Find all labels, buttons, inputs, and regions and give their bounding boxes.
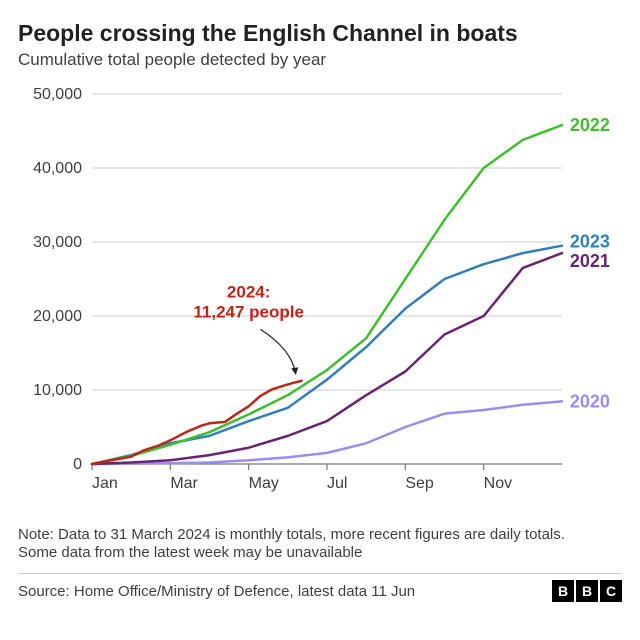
svg-text:Jul: Jul (327, 475, 347, 492)
series-2020 (92, 401, 562, 464)
svg-text:40,000: 40,000 (33, 160, 82, 177)
svg-text:Nov: Nov (484, 475, 512, 492)
note-line-1: Note: Data to 31 March 2024 is monthly t… (18, 526, 565, 543)
note-line-2: Some data from the latest week may be un… (18, 544, 362, 561)
chart-note: Note: Data to 31 March 2024 is monthly t… (18, 526, 622, 564)
svg-text:Sep: Sep (405, 475, 434, 492)
bbc-logo-box: B (576, 580, 598, 602)
svg-text:May: May (249, 475, 279, 492)
svg-text:0: 0 (73, 456, 82, 473)
svg-text:2022: 2022 (570, 115, 610, 135)
source-text: Source: Home Office/Ministry of Defence,… (18, 583, 415, 600)
svg-text:11,247 people: 11,247 people (193, 302, 304, 321)
chart-title: People crossing the English Channel in b… (18, 20, 622, 48)
chart-subtitle: Cumulative total people detected by year (18, 50, 622, 70)
chart-area: 0 10,000 20,000 30,000 40,000 50,000 Jan Mar May… (18, 78, 622, 518)
series-2024 (92, 380, 302, 463)
svg-text:30,000: 30,000 (33, 234, 82, 251)
svg-text:2024:: 2024: (227, 282, 270, 301)
bbc-logo-box: B (552, 580, 574, 602)
svg-text:Jan: Jan (92, 475, 118, 492)
bbc-logo: B B C (552, 580, 622, 602)
svg-text:50,000: 50,000 (33, 86, 82, 103)
svg-text:Mar: Mar (170, 475, 198, 492)
divider (18, 573, 622, 574)
line-chart-svg: 0 10,000 20,000 30,000 40,000 50,000 Jan Mar May… (18, 78, 622, 518)
chart-card: People crossing the English Channel in b… (0, 0, 640, 640)
svg-text:10,000: 10,000 (33, 382, 82, 399)
series-2023 (92, 245, 562, 463)
series-2022 (92, 125, 562, 464)
svg-text:2023: 2023 (570, 231, 610, 251)
series-2021 (92, 253, 562, 464)
source-row: Source: Home Office/Ministry of Defence,… (18, 580, 622, 602)
svg-text:2020: 2020 (570, 391, 610, 411)
svg-text:2021: 2021 (570, 251, 610, 271)
bbc-logo-box: C (600, 580, 622, 602)
svg-text:20,000: 20,000 (33, 308, 82, 325)
